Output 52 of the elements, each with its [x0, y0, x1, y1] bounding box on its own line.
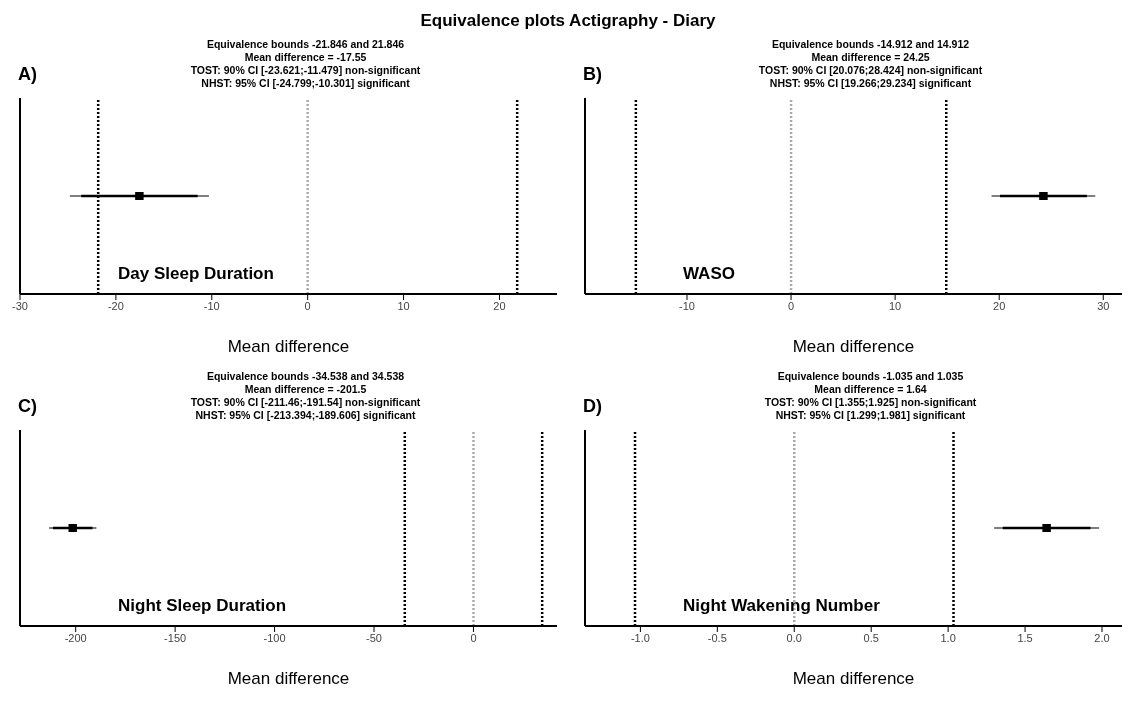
x-tick-label: -150 — [164, 631, 187, 644]
chart-title: Equivalence plots Actigraphy - Diary — [419, 10, 717, 32]
text: D) — [583, 396, 602, 417]
text: Equivalence bounds -1.035 and 1.035 — [776, 370, 965, 383]
x-axis-title: Mean difference — [792, 337, 915, 356]
x-axis-title: Mean difference — [227, 337, 350, 356]
x-tick-label: -30 — [12, 299, 28, 312]
x-tick-label: 2.0 — [1094, 631, 1110, 644]
text: NHST: 95% CI [-213.394;-189.606] significant — [194, 409, 417, 422]
text: NHST: 95% CI [19.266;29.234] significant — [768, 77, 973, 90]
text: Mean difference = 24.25 — [810, 51, 931, 64]
x-tick-label: -10 — [203, 299, 220, 312]
x-tick-label: 20 — [993, 299, 1006, 312]
x-tick-label: -200 — [64, 631, 87, 644]
text: Mean difference = -201.5 — [243, 383, 368, 396]
text: TOST: 90% CI [20.076;28.424] non-significant — [757, 64, 984, 77]
text: Equivalence bounds -21.846 and 21.846 — [205, 38, 406, 51]
x-tick-label: -100 — [263, 631, 286, 644]
text: A) — [18, 64, 37, 85]
x-tick-label: 0 — [470, 631, 477, 644]
x-tick-label: 1.0 — [940, 631, 956, 644]
text: Equivalence bounds -34.538 and 34.538 — [205, 370, 406, 383]
text: NHST: 95% CI [-24.799;-10.301] significant — [200, 77, 411, 90]
text: TOST: 90% CI [-23.621;-11.479] non-significant — [189, 64, 422, 77]
annotation: Night Sleep Duration — [118, 596, 287, 616]
x-tick-label: 10 — [889, 299, 902, 312]
x-tick-label: 0.5 — [863, 631, 879, 644]
x-tick-label: -0.5 — [707, 631, 727, 644]
text: Equivalence bounds -14.912 and 14.912 — [770, 38, 971, 51]
x-axis-title: Mean difference — [792, 669, 915, 688]
x-tick-label: -1.0 — [630, 631, 650, 644]
x-tick-label: 0 — [304, 299, 311, 312]
text: TOST: 90% CI [-211.46;-191.54] non-significant — [189, 396, 422, 409]
annotation: Day Sleep Duration — [118, 264, 274, 284]
x-tick-label: 20 — [493, 299, 506, 312]
x-axis-title: Mean difference — [227, 669, 350, 688]
annotation: WASO — [683, 264, 735, 284]
x-tick-label: 0.0 — [786, 631, 802, 644]
x-tick-label: 0 — [788, 299, 795, 312]
x-tick-label: 10 — [397, 299, 410, 312]
annotation: Night Wakening Number — [683, 596, 880, 616]
x-tick-label: -10 — [679, 299, 695, 312]
x-tick-label: -50 — [366, 631, 382, 644]
x-tick-label: -20 — [107, 299, 124, 312]
text: Mean difference = -17.55 — [243, 51, 368, 64]
text: Mean difference = 1.64 — [813, 383, 928, 396]
text: B) — [583, 64, 602, 85]
text: NHST: 95% CI [1.299;1.981] significant — [774, 409, 967, 422]
text: TOST: 90% CI [1.355;1.925] non-significant — [763, 396, 978, 409]
x-tick-label: 30 — [1097, 299, 1110, 312]
x-tick-label: 1.5 — [1017, 631, 1033, 644]
text: C) — [18, 396, 37, 417]
